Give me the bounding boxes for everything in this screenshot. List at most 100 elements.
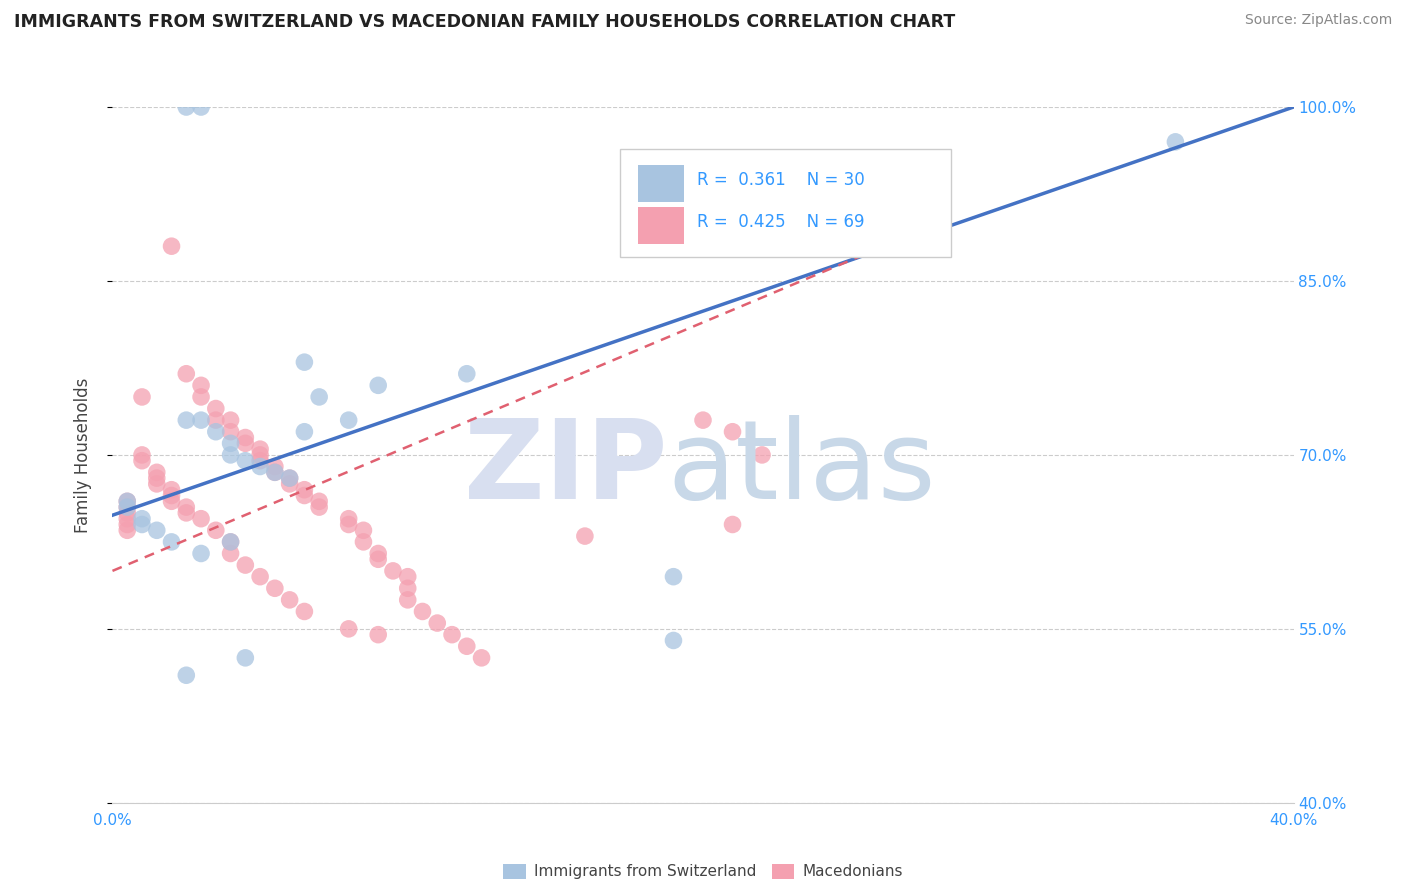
Point <box>278 593 301 607</box>
Text: Source: ZipAtlas.com: Source: ZipAtlas.com <box>1244 13 1392 28</box>
Point <box>278 471 301 485</box>
Point <box>411 605 433 619</box>
Point <box>190 511 212 525</box>
Point <box>131 517 153 532</box>
Point <box>190 546 212 560</box>
FancyBboxPatch shape <box>638 165 685 202</box>
Point <box>117 500 138 514</box>
Point <box>721 517 744 532</box>
FancyBboxPatch shape <box>638 207 685 244</box>
Point <box>233 453 256 467</box>
Point <box>1164 135 1187 149</box>
FancyBboxPatch shape <box>620 149 950 257</box>
Point <box>264 465 287 479</box>
Point <box>117 500 138 514</box>
Point <box>233 651 256 665</box>
Point <box>160 494 183 508</box>
Point <box>337 511 360 525</box>
Point <box>308 500 330 514</box>
Point <box>692 413 714 427</box>
Point <box>160 239 183 253</box>
Y-axis label: Family Households: Family Households <box>73 377 91 533</box>
Point <box>352 534 374 549</box>
Point <box>117 494 138 508</box>
Point <box>249 459 271 474</box>
Point <box>264 459 287 474</box>
Point <box>396 569 419 583</box>
Point <box>190 413 212 427</box>
Point <box>292 488 315 502</box>
Point <box>190 100 212 114</box>
Point <box>662 569 685 583</box>
Point <box>205 523 228 537</box>
Point <box>117 506 138 520</box>
Point <box>367 552 389 566</box>
Point <box>233 431 256 445</box>
Point <box>146 476 169 491</box>
Point <box>205 401 228 416</box>
Point <box>205 413 228 427</box>
Point <box>131 511 153 525</box>
Text: IMMIGRANTS FROM SWITZERLAND VS MACEDONIAN FAMILY HOUSEHOLDS CORRELATION CHART: IMMIGRANTS FROM SWITZERLAND VS MACEDONIA… <box>14 13 955 31</box>
Point <box>721 425 744 439</box>
Point <box>337 413 360 427</box>
Point <box>574 529 596 543</box>
Point <box>264 582 287 596</box>
Point <box>396 593 419 607</box>
Point <box>470 651 494 665</box>
Point <box>249 448 271 462</box>
Point <box>367 546 389 560</box>
Text: R =  0.361    N = 30: R = 0.361 N = 30 <box>697 171 865 189</box>
Text: R =  0.425    N = 69: R = 0.425 N = 69 <box>697 213 865 231</box>
Point <box>174 506 197 520</box>
Point <box>441 628 464 642</box>
Point <box>382 564 405 578</box>
Point <box>233 558 256 573</box>
Point <box>160 488 183 502</box>
Point <box>662 633 685 648</box>
Point <box>751 448 773 462</box>
Point <box>190 378 212 392</box>
Point <box>146 471 169 485</box>
Point <box>352 523 374 537</box>
Point <box>456 367 478 381</box>
Point <box>367 378 389 392</box>
Point <box>219 546 242 560</box>
Point <box>292 605 315 619</box>
Point <box>219 413 242 427</box>
Point <box>117 511 138 525</box>
Point <box>219 436 242 450</box>
Point <box>174 668 197 682</box>
Point <box>456 639 478 653</box>
Text: atlas: atlas <box>668 416 936 523</box>
Point <box>219 534 242 549</box>
Point <box>249 453 271 467</box>
Point <box>337 622 360 636</box>
Point <box>117 494 138 508</box>
Point <box>292 483 315 497</box>
Point <box>160 483 183 497</box>
Point <box>278 471 301 485</box>
Point <box>426 615 449 630</box>
Text: ZIP: ZIP <box>464 416 668 523</box>
Point <box>146 523 169 537</box>
Point <box>233 436 256 450</box>
Point <box>174 500 197 514</box>
Point <box>131 453 153 467</box>
Point <box>337 517 360 532</box>
Legend: Immigrants from Switzerland, Macedonians: Immigrants from Switzerland, Macedonians <box>498 857 908 886</box>
Point <box>264 465 287 479</box>
Point <box>308 494 330 508</box>
Point <box>219 448 242 462</box>
Point <box>219 425 242 439</box>
Point <box>117 523 138 537</box>
Point <box>131 390 153 404</box>
Point <box>131 448 153 462</box>
Point <box>174 100 197 114</box>
Point <box>117 517 138 532</box>
Point <box>146 465 169 479</box>
Point <box>249 569 271 583</box>
Point <box>292 355 315 369</box>
Point <box>219 534 242 549</box>
Point <box>249 442 271 457</box>
